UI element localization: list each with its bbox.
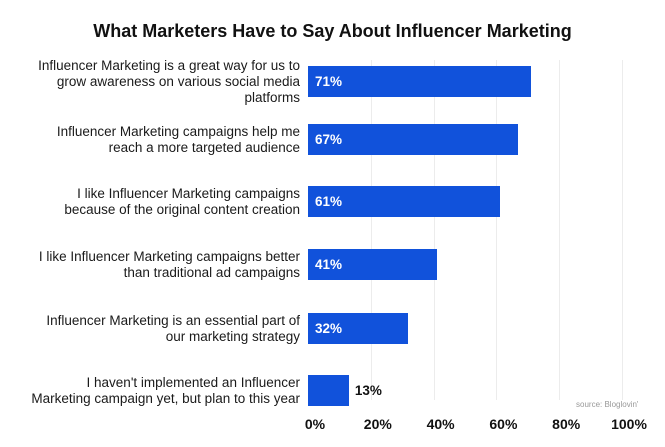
chart-title: What Marketers Have to Say About Influen… [93, 21, 572, 41]
bar [308, 249, 437, 280]
category-label: I like Influencer Marketing campaigns bec… [0, 186, 300, 218]
category-label-line: than traditional ad campaigns [123, 264, 300, 280]
bar [308, 375, 349, 406]
gridline [433, 60, 435, 400]
x-tick-label: 60% [489, 416, 518, 432]
category-label: I like Influencer Marketing campaigns be… [0, 249, 300, 281]
category-label: Influencer Marketing is a great way for … [0, 58, 300, 106]
bar [308, 313, 409, 344]
gridline [622, 60, 623, 400]
category-label-line: reach a more targeted audience [108, 139, 300, 155]
category-label-line: Influencer Marketing campaigns help me [56, 123, 300, 139]
data-label: 41% [315, 257, 343, 272]
gridline [370, 60, 372, 400]
x-tick-label: 80% [552, 416, 581, 432]
source-note: source: Bloglovin' [576, 400, 639, 409]
gridline [559, 60, 561, 400]
x-tick-label: 20% [363, 416, 392, 432]
category-label-line: our marketing strategy [165, 328, 300, 344]
category-label: Influencer Marketing is an essential par… [0, 313, 300, 345]
bar [308, 186, 500, 217]
category-label-line: because of the original content creation [64, 201, 300, 217]
x-tick-label: 40% [426, 416, 455, 432]
category-label-line: grow awareness on various social media [56, 73, 300, 89]
data-label: 13% [354, 383, 382, 398]
category-label-line: Marketing campaign yet, but plan to this… [31, 390, 300, 406]
data-label: 61% [315, 194, 343, 209]
category-label-line: Influencer Marketing is an essential par… [46, 312, 300, 328]
data-label: 71% [315, 74, 343, 89]
x-tick-label: 100% [611, 416, 647, 432]
category-label-line: I like Influencer Marketing campaigns be… [38, 248, 300, 264]
category-label-line: platforms [244, 89, 300, 105]
x-tick-label: 0% [304, 416, 326, 432]
gridline [496, 60, 498, 400]
bar [308, 66, 531, 97]
data-label: 32% [315, 321, 343, 336]
bar [308, 124, 519, 155]
category-label: Influencer Marketing campaigns help me re… [0, 124, 300, 156]
data-label: 67% [315, 132, 343, 147]
category-label: I haven't implemented an Influencer Marke… [0, 375, 300, 407]
category-label-line: I like Influencer Marketing campaigns [77, 185, 300, 201]
category-label-line: I haven't implemented an Influencer [86, 374, 300, 390]
category-label-line: Influencer Marketing is a great way for … [38, 57, 300, 73]
